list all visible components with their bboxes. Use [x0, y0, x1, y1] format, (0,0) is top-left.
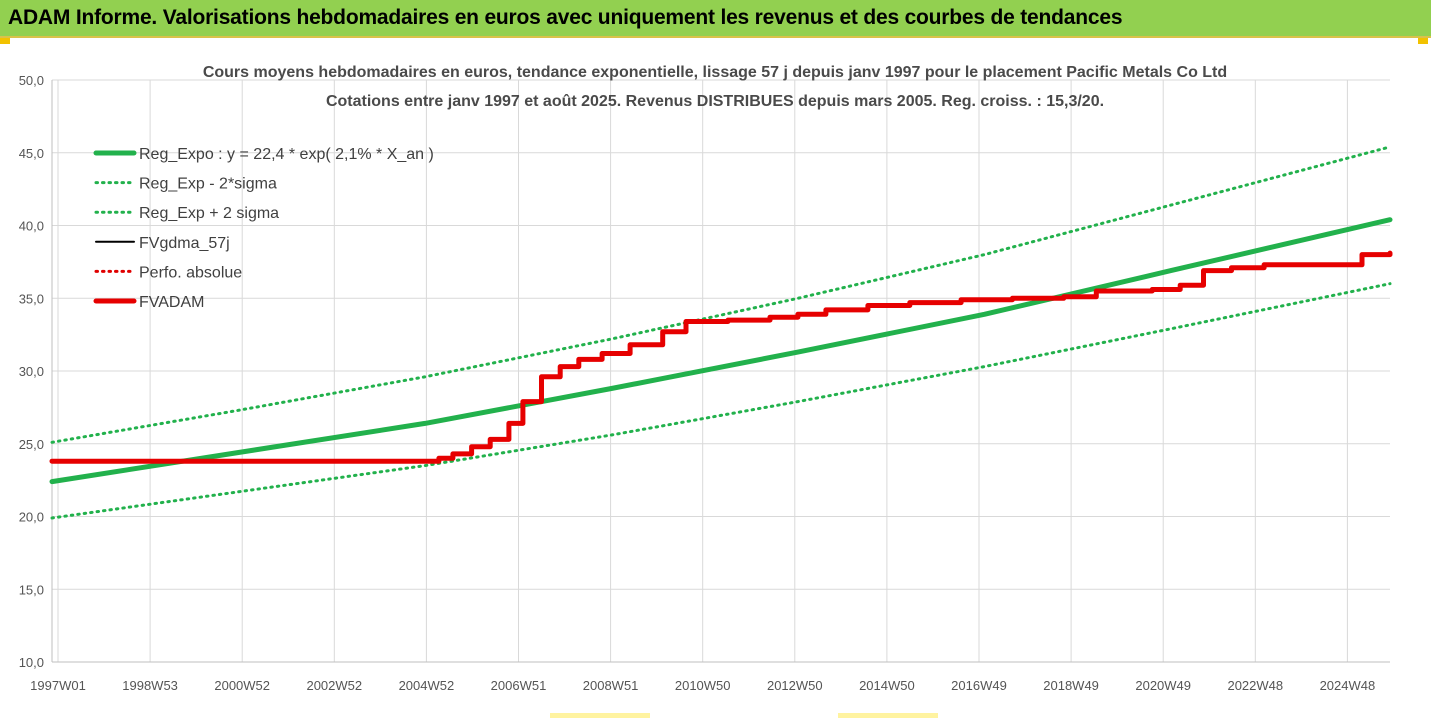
y-tick-label: 25,0: [19, 437, 44, 452]
legend-label: Reg_Exp - 2*sigma: [139, 176, 277, 193]
x-tick-label: 2008W51: [583, 678, 639, 693]
chart-subtitle: Cotations entre janv 1997 et août 2025. …: [326, 93, 1104, 110]
report-title: ADAM Informe. Valorisations hebdomadaire…: [8, 6, 1123, 29]
x-tick-label: 2000W52: [214, 678, 270, 693]
x-tick-label: 1997W01: [30, 678, 86, 693]
legend-label: Perfo. absolue: [139, 264, 242, 281]
corner-marker-top-left: [0, 38, 10, 44]
chart-title: Cours moyens hebdomadaires en euros, ten…: [203, 64, 1227, 81]
report-banner: ADAM Informe. Valorisations hebdomadaire…: [0, 0, 1431, 38]
x-tick-label: 2002W52: [306, 678, 362, 693]
x-tick-label: 2012W50: [767, 678, 823, 693]
legend-label: FVgdma_57j: [139, 235, 230, 252]
series-line-5: [49, 250, 1393, 464]
y-tick-label: 15,0: [19, 582, 44, 597]
y-tick-label: 50,0: [19, 73, 44, 88]
legend: Reg_Expo : y = 22,4 * exp( 2,1% * X_an )…: [93, 146, 434, 311]
tick-labels: 10,0 15,0 20,0 25,0 30,0 35,0 40,0 45,0 50,0 1997…: [19, 73, 1376, 693]
x-tick-label: 1998W53: [122, 678, 178, 693]
y-tick-label: 20,0: [19, 510, 44, 525]
corner-marker-top-right: [1418, 38, 1428, 44]
y-tick-label: 40,0: [19, 219, 44, 234]
x-tick-label: 2010W50: [675, 678, 731, 693]
x-tick-label: 2020W49: [1135, 678, 1191, 693]
y-tick-label: 30,0: [19, 364, 44, 379]
legend-label: Reg_Exp + 2 sigma: [139, 205, 279, 222]
legend-label: FVADAM: [139, 294, 204, 311]
x-tick-label: 2018W49: [1043, 678, 1099, 693]
x-tick-label: 2022W48: [1227, 678, 1283, 693]
x-tick-label: 2024W48: [1320, 678, 1376, 693]
legend-label: Reg_Expo : y = 22,4 * exp( 2,1% * X_an ): [139, 146, 434, 163]
corner-marker-bottom-right: [838, 713, 938, 718]
x-tick-label: 2006W51: [491, 678, 547, 693]
x-tick-label: 2016W49: [951, 678, 1007, 693]
x-tick-label: 2004W52: [399, 678, 455, 693]
series-line-0: [49, 217, 1393, 485]
y-tick-label: 10,0: [19, 655, 44, 670]
y-tick-label: 45,0: [19, 146, 44, 161]
y-tick-label: 35,0: [19, 291, 44, 306]
series-line-2: [50, 145, 1392, 444]
grid-lines: [51, 79, 1390, 663]
series-layer: [49, 145, 1393, 520]
x-tick-label: 2014W50: [859, 678, 915, 693]
corner-marker-bottom-left: [550, 713, 650, 718]
series-line-1: [50, 282, 1392, 520]
